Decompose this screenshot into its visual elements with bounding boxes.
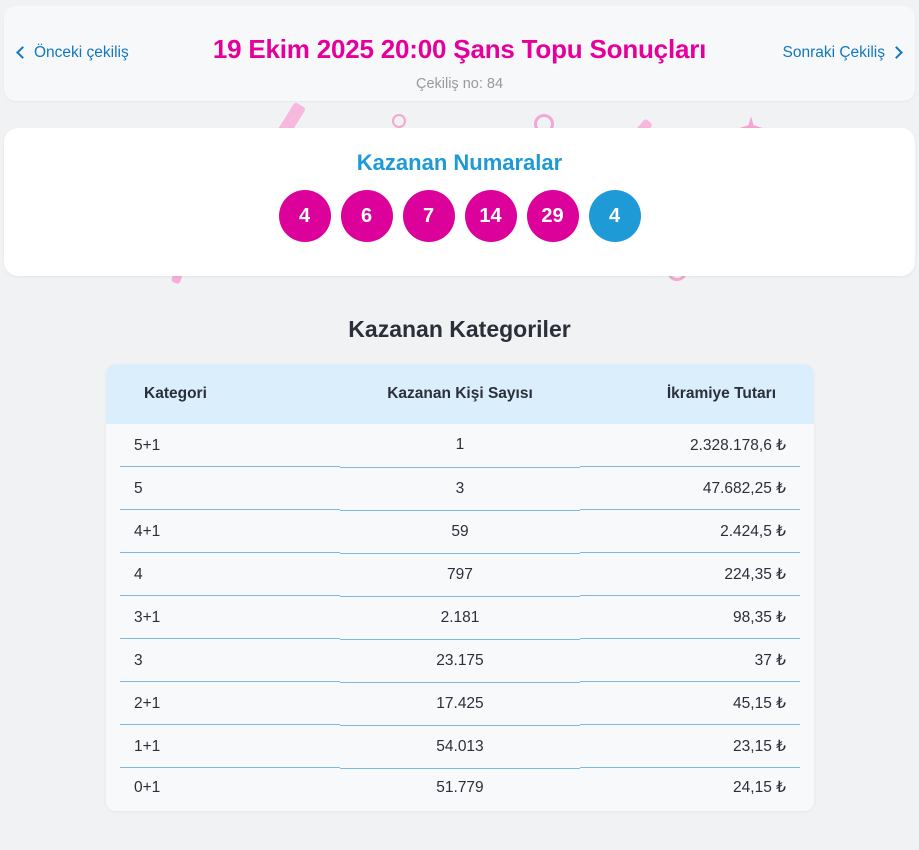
winning-number-ball: 29	[526, 190, 579, 242]
winning-categories-table: Kategori Kazanan Kişi Sayısı İkramiye Tu…	[106, 364, 814, 811]
table-row: 5+1 1 2.328.178,6 ₺	[106, 424, 814, 468]
page-title: 19 Ekim 2025 20:00 Şans Topu Sonuçları	[212, 34, 707, 64]
cell-category: 5	[106, 467, 340, 510]
cell-winners: 17.425	[339, 682, 581, 726]
table-row: 4+1 59 2.424,5 ₺	[106, 510, 814, 554]
cell-category: 3	[106, 639, 340, 682]
cell-prize: 2.328.178,6 ₺	[580, 424, 814, 467]
previous-draw-link[interactable]: Önceki çekiliş	[16, 44, 129, 62]
cell-category: 0+1	[106, 768, 340, 811]
categories-title: Kazanan Kategoriler	[348, 316, 571, 342]
lucky-ball-number: 4	[588, 190, 641, 242]
cell-prize: 98,35 ₺	[580, 596, 814, 639]
cell-winners: 3	[339, 467, 581, 511]
table-row: 3+1 2.181 98,35 ₺	[106, 596, 814, 640]
column-header-winners: Kazanan Kişi Sayısı	[339, 364, 581, 424]
cell-prize: 37 ₺	[580, 639, 814, 682]
cell-winners: 2.181	[339, 596, 581, 640]
table-row: 0+1 51.779 24,15 ₺	[106, 768, 814, 811]
cell-category: 2+1	[106, 682, 340, 725]
cell-winners: 54.013	[339, 725, 581, 769]
cell-winners: 59	[339, 510, 581, 554]
cell-prize: 2.424,5 ₺	[580, 510, 814, 553]
table-row: 2+1 17.425 45,15 ₺	[106, 682, 814, 726]
cell-prize: 24,15 ₺	[580, 768, 814, 811]
winning-numbers-title: Kazanan Numaralar	[356, 150, 563, 175]
table-row: 4 797 224,35 ₺	[106, 553, 814, 597]
column-header-prize: İkramiye Tutarı	[580, 364, 814, 424]
cell-category: 1+1	[106, 725, 340, 768]
winning-number-ball: 6	[340, 190, 393, 242]
winning-numbers-card: Kazanan Numaralar 4 6 7 14 29 4	[4, 128, 915, 276]
cell-prize: 47.682,25 ₺	[580, 467, 814, 510]
table-row: 5 3 47.682,25 ₺	[106, 467, 814, 511]
previous-draw-label: Önceki çekiliş	[34, 44, 129, 61]
table-body: 5+1 1 2.328.178,6 ₺ 5 3 47.682,25 ₺ 4+1 …	[106, 424, 814, 811]
cell-winners: 51.779	[339, 768, 581, 811]
table-header-row: Kategori Kazanan Kişi Sayısı İkramiye Tu…	[106, 364, 814, 424]
cell-prize: 23,15 ₺	[580, 725, 814, 768]
confetti-ring-icon	[392, 114, 406, 128]
cell-winners: 797	[339, 553, 581, 597]
column-header-category: Kategori	[106, 364, 340, 424]
table-row: 1+1 54.013 23,15 ₺	[106, 725, 814, 769]
draw-number-label: Çekiliş no: 84	[415, 76, 504, 92]
cell-prize: 45,15 ₺	[580, 682, 814, 725]
cell-category: 5+1	[106, 424, 340, 467]
cell-category: 3+1	[106, 596, 340, 639]
winning-number-ball: 7	[402, 190, 455, 242]
cell-winners: 1	[339, 424, 581, 468]
next-draw-link[interactable]: Sonraki Çekiliş	[782, 44, 903, 62]
cell-prize: 224,35 ₺	[580, 553, 814, 596]
winning-number-ball: 14	[464, 190, 517, 242]
draw-header-card: Önceki çekiliş Sonraki Çekiliş 19 Ekim 2…	[4, 6, 915, 101]
winning-number-ball: 4	[278, 190, 331, 242]
table-row: 3 23.175 37 ₺	[106, 639, 814, 683]
cell-category: 4	[106, 553, 340, 596]
cell-winners: 23.175	[339, 639, 581, 683]
winning-numbers-list: 4 6 7 14 29 4	[4, 190, 915, 242]
cell-category: 4+1	[106, 510, 340, 553]
next-draw-label: Sonraki Çekiliş	[782, 44, 885, 61]
